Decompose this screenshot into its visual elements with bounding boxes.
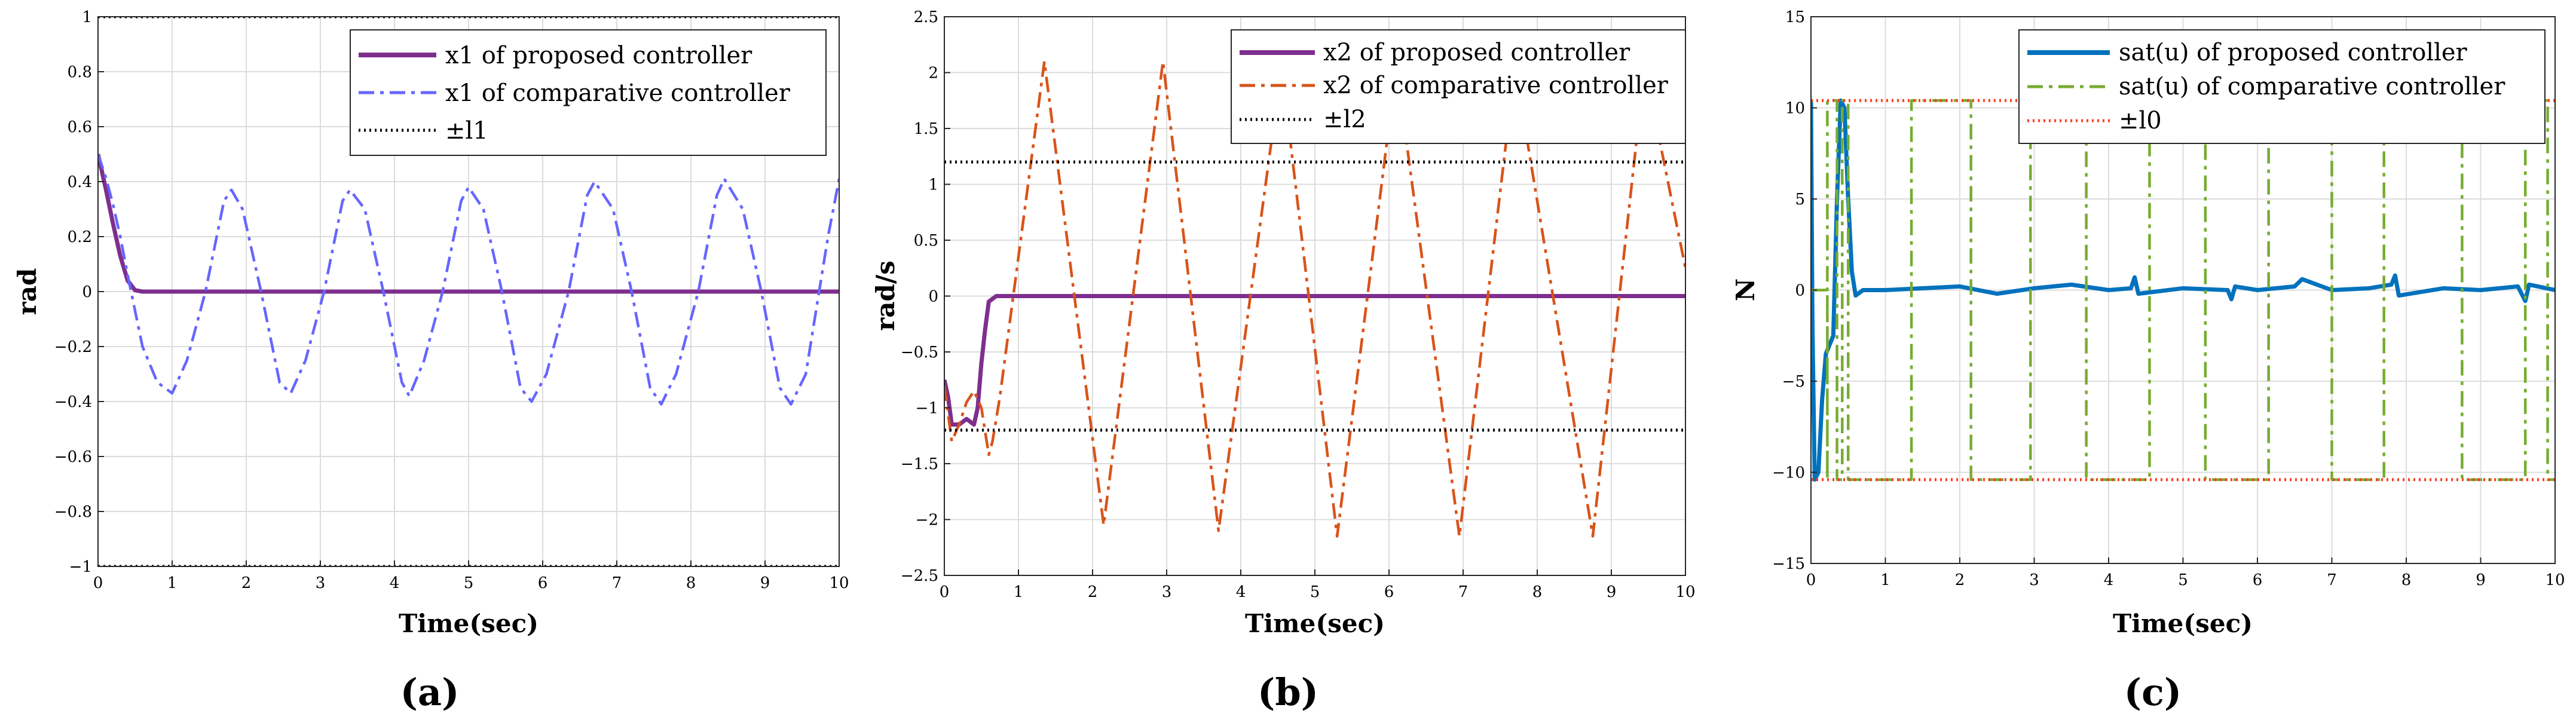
- legend: x2 of proposed controller x2 of comparat…: [1231, 29, 1686, 144]
- x-axis-label: Time(sec): [1245, 609, 1385, 638]
- y-tick-label: −0.6: [54, 448, 92, 466]
- legend-entry-bound: ±l1: [445, 117, 488, 145]
- x-tick-label: 3: [1162, 583, 1172, 601]
- x-tick-label: 2: [241, 574, 252, 592]
- y-tick-label: −0.2: [54, 338, 92, 356]
- legend-entry-proposed: sat(u) of proposed controller: [2119, 39, 2468, 66]
- series-line-sat-u-of-proposed-controller: [1811, 98, 2555, 482]
- y-tick-label: 15: [1785, 8, 1805, 26]
- x-tick-label: 4: [2104, 571, 2114, 589]
- x-axis-label: Time(sec): [399, 609, 539, 638]
- y-tick-label: −1.5: [901, 455, 938, 473]
- x-tick-label: 9: [760, 574, 770, 592]
- legend: x1 of proposed controller x1 of comparat…: [350, 29, 827, 156]
- y-tick-label: 10: [1785, 100, 1805, 118]
- y-tick-label: 0.4: [68, 173, 92, 191]
- x-tick-label: 10: [1675, 583, 1695, 601]
- legend-entry-comparative: sat(u) of comparative controller: [2119, 73, 2505, 100]
- y-tick-label: −0.8: [54, 503, 92, 521]
- x-tick-label: 5: [1310, 583, 1320, 601]
- chart-panel-a: 0 1 2 3 4 5 6 7 8 9 10 −1 −0.8 −0.6 −0.4 −0.2 0 0.2 0.4 0.6…: [13, 8, 849, 714]
- x-tick-label: 6: [2253, 571, 2263, 589]
- y-axis-label: N: [1731, 278, 1760, 301]
- x-tick-label: 9: [2476, 571, 2486, 589]
- x-tick-label: 3: [2029, 571, 2039, 589]
- x-tick-label: 9: [1607, 583, 1617, 601]
- y-tick-label: 0.5: [914, 232, 938, 250]
- x-tick-label: 4: [390, 574, 400, 592]
- y-tick-label: 2: [928, 65, 938, 82]
- x-tick-label: 5: [464, 574, 474, 592]
- y-tick-label: −2.5: [901, 567, 938, 585]
- y-tick-label: −10: [1772, 464, 1805, 482]
- x-tick-label: 7: [1458, 583, 1468, 601]
- x-tick-label: 8: [2401, 571, 2412, 589]
- x-tick-label: 0: [93, 574, 103, 592]
- y-tick-label: 0: [1795, 282, 1805, 300]
- series-line-x1-of-comparative-controller: [98, 154, 839, 406]
- series-line-x1-of-proposed-controller: [98, 154, 839, 294]
- panel-label-b: (b): [1258, 670, 1318, 714]
- y-axis-label: rad/s: [871, 261, 900, 331]
- y-tick-label: 1: [82, 8, 92, 26]
- panel-label-a: (a): [400, 670, 460, 714]
- x-tick-label: 1: [1014, 583, 1024, 601]
- legend-entry-bound: ±l2: [1323, 106, 1366, 133]
- legend-entry-proposed: x1 of proposed controller: [445, 42, 752, 69]
- x-tick-label: 0: [940, 583, 950, 601]
- legend-entry-bound: ±l0: [2119, 107, 2162, 134]
- x-tick-label: 7: [2327, 571, 2337, 589]
- x-axis-label: Time(sec): [2113, 609, 2253, 638]
- y-tick-label: 0: [928, 288, 938, 306]
- series-line-x2-of-proposed-controller: [944, 294, 1685, 427]
- x-tick-label: 10: [829, 574, 849, 592]
- chart-panel-b: 0 1 2 3 4 5 6 7 8 9 10 −2.5 −2 −1.5 −1 −0.5 0 0.5 1 1.5 2 2.5…: [871, 8, 1696, 714]
- y-tick-label: −1: [916, 400, 938, 418]
- x-tick-label: 0: [1806, 571, 1816, 589]
- series-line-sat-u-of-comparative-controller: [1811, 99, 2555, 481]
- y-tick-label: −2: [916, 511, 938, 529]
- y-tick-label: −0.5: [901, 344, 938, 361]
- y-tick-label: −5: [1782, 373, 1805, 391]
- x-tick-label: 2: [1955, 571, 1965, 589]
- y-tick-label: 0.2: [68, 228, 92, 246]
- x-tick-label: 1: [1880, 571, 1890, 589]
- x-tick-label: 1: [167, 574, 178, 592]
- y-tick-label: 0.6: [68, 118, 92, 136]
- x-tick-label: 10: [2545, 571, 2565, 589]
- y-tick-label: 0.8: [68, 63, 92, 81]
- x-tick-label: 8: [1532, 583, 1543, 601]
- x-tick-label: 5: [2178, 571, 2188, 589]
- panel-label-c: (c): [2124, 670, 2182, 714]
- y-tick-label: 2.5: [914, 8, 938, 26]
- y-tick-label: 1: [928, 176, 938, 194]
- y-axis-label: rad: [13, 268, 42, 315]
- x-tick-label: 3: [316, 574, 326, 592]
- y-tick-label: 1.5: [914, 120, 938, 138]
- series-line-x2-of-comparative-controller: [944, 60, 1685, 538]
- x-tick-label: 6: [538, 574, 548, 592]
- y-tick-label: 5: [1795, 191, 1805, 209]
- legend-entry-comparative: x2 of comparative controller: [1323, 72, 1669, 99]
- y-tick-label: −15: [1772, 555, 1805, 573]
- x-tick-label: 8: [686, 574, 696, 592]
- x-tick-label: 2: [1088, 583, 1098, 601]
- chart-panel-c: 0 1 2 3 4 5 6 7 8 9 10 −15 −10 −5 0 5 10 15 Time(sec) N s…: [1731, 8, 2565, 714]
- y-tick-label: −0.4: [54, 393, 92, 411]
- x-tick-label: 7: [612, 574, 622, 592]
- legend: sat(u) of proposed controller sat(u) of …: [2018, 29, 2546, 144]
- legend-entry-comparative: x1 of comparative controller: [445, 79, 791, 107]
- y-tick-label: 0: [82, 283, 92, 301]
- x-tick-label: 4: [1236, 583, 1246, 601]
- legend-entry-proposed: x2 of proposed controller: [1323, 39, 1630, 66]
- x-tick-label: 6: [1384, 583, 1394, 601]
- y-tick-label: −1: [69, 558, 92, 576]
